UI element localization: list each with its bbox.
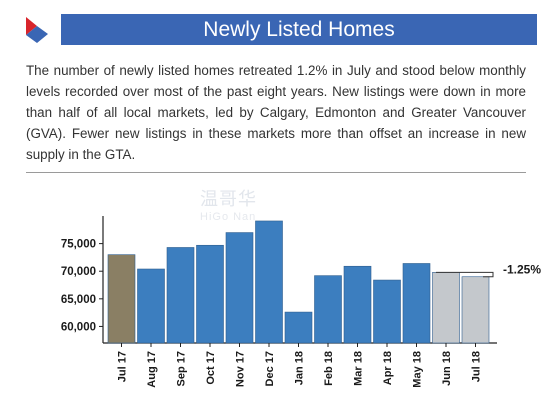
x-tick-label: Nov 17 [235,351,247,387]
x-tick-label: Jul 18 [471,351,483,382]
change-bracket [436,271,494,278]
bar-sep-17 [166,247,195,344]
x-tick-label: Aug 17 [146,351,158,388]
x-tick-label: Jun 18 [441,351,453,386]
section-title-bar: Newly Listed Homes [61,14,537,45]
x-tick-label: Jul 17 [117,351,129,382]
bar-jan-18 [284,311,313,344]
bar-nov-17 [225,232,254,344]
bar-jul-18 [461,276,490,344]
bar-jul-17 [107,254,136,344]
watermark: 温哥华 HiGo Nan [200,185,257,223]
x-tick-label: May 18 [412,351,424,388]
watermark-sub: HiGo Nan [200,211,257,223]
x-tick-label: Dec 17 [264,351,276,386]
bar-aug-17 [137,268,165,344]
x-tick-label: Mar 18 [353,351,365,386]
bar-apr-18 [373,279,401,344]
brand-logo-icon [26,17,48,43]
bar-may-18 [402,263,431,344]
x-tick-label: Jan 18 [294,351,306,385]
x-tick-label: Oct 17 [205,351,217,385]
watermark-main: 温哥华 [200,189,257,209]
x-tick-label: Feb 18 [323,351,335,386]
x-tick-label: Apr 18 [382,351,394,385]
bar-feb-18 [314,275,342,344]
bar-oct-17 [196,244,224,344]
bar-dec-17 [255,220,283,344]
x-tick-label: Sep 17 [176,351,188,386]
y-tick-label: 60,000 [61,321,96,333]
bar-jun-18 [432,272,460,344]
y-tick-label: 70,000 [61,266,96,278]
divider [26,172,526,173]
change-annotation-label: -1.25% [503,263,541,277]
y-tick-label: 65,000 [61,294,96,306]
summary-paragraph: The number of newly listed homes retreat… [26,63,526,162]
page-title: Newly Listed Homes [203,17,395,41]
y-tick-label: 75,000 [61,239,96,251]
bar-mar-18 [343,265,372,344]
